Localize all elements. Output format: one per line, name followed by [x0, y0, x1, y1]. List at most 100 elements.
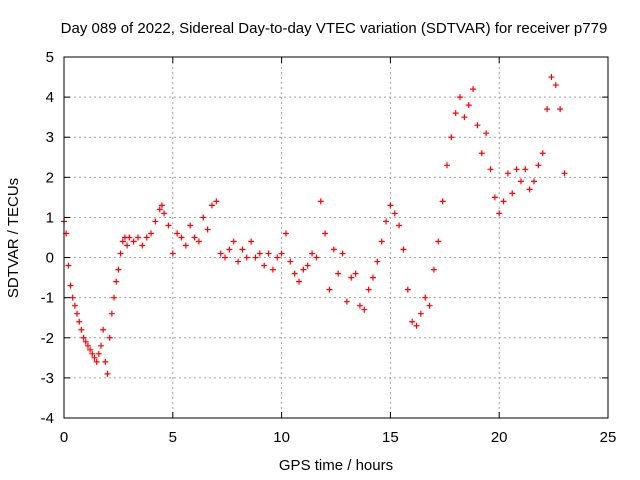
- data-point: [522, 166, 529, 173]
- data-point: [313, 254, 320, 261]
- data-point: [387, 202, 394, 209]
- data-point: [474, 122, 481, 129]
- data-point: [174, 230, 181, 237]
- x-tick-label: 20: [491, 429, 508, 446]
- data-point: [84, 342, 91, 349]
- data-point: [496, 210, 503, 217]
- data-point: [261, 262, 268, 269]
- data-point: [487, 166, 494, 173]
- data-point: [113, 278, 120, 285]
- data-point: [517, 178, 524, 185]
- data-point: [117, 250, 124, 257]
- data-point: [535, 162, 542, 169]
- data-point: [396, 222, 403, 229]
- y-tick-label: 3: [46, 129, 54, 146]
- chart-title: Day 089 of 2022, Sidereal Day-to-day VTE…: [61, 20, 608, 37]
- data-point: [322, 230, 329, 237]
- data-point: [443, 162, 450, 169]
- data-point: [531, 178, 538, 185]
- data-point: [76, 318, 83, 325]
- data-point: [200, 214, 207, 221]
- data-point: [274, 254, 281, 261]
- data-point: [71, 302, 78, 309]
- data-point: [256, 250, 263, 257]
- data-point: [89, 350, 96, 357]
- data-point: [430, 266, 437, 273]
- data-point: [417, 310, 424, 317]
- data-point: [539, 150, 546, 157]
- data-point: [504, 170, 511, 177]
- data-point: [239, 246, 246, 253]
- data-point: [195, 238, 202, 245]
- data-point: [404, 286, 411, 293]
- data-point: [106, 334, 113, 341]
- data-point: [483, 130, 490, 137]
- data-point: [317, 198, 324, 205]
- data-point: [165, 222, 172, 229]
- data-point: [361, 306, 368, 313]
- data-point: [269, 266, 276, 273]
- data-point: [158, 202, 165, 209]
- data-point: [509, 190, 516, 197]
- data-point: [78, 326, 85, 333]
- data-point: [356, 302, 363, 309]
- data-point: [365, 286, 372, 293]
- data-point: [548, 74, 555, 81]
- data-point: [74, 310, 81, 317]
- x-tick-label: 10: [273, 429, 290, 446]
- data-point: [335, 270, 342, 277]
- data-point: [213, 198, 220, 205]
- data-point: [300, 266, 307, 273]
- data-point: [80, 334, 87, 341]
- data-point: [461, 114, 468, 121]
- data-point: [187, 222, 194, 229]
- data-point: [126, 234, 133, 241]
- data-point: [452, 110, 459, 117]
- data-point: [204, 226, 211, 233]
- data-point: [544, 106, 551, 113]
- data-point: [296, 278, 303, 285]
- data-point: [526, 186, 533, 193]
- data-point: [156, 206, 163, 213]
- data-point: [500, 198, 507, 205]
- data-point: [339, 250, 346, 257]
- data-point: [400, 246, 407, 253]
- data-point: [82, 338, 89, 345]
- data-point: [152, 218, 159, 225]
- data-point: [448, 134, 455, 141]
- data-point: [161, 210, 168, 217]
- data-point: [265, 250, 272, 257]
- x-axis-ticks: 0 5 10 15 20 25: [60, 57, 616, 446]
- data-point: [208, 202, 215, 209]
- y-tick-label: -3: [41, 370, 54, 387]
- data-point: [513, 166, 520, 173]
- data-point: [97, 342, 104, 349]
- data-point: [222, 254, 229, 261]
- data-point: [217, 250, 224, 257]
- data-point: [287, 258, 294, 265]
- data-point: [374, 258, 381, 265]
- data-point: [139, 242, 146, 249]
- data-point: [87, 346, 94, 353]
- data-points: [61, 74, 568, 377]
- data-point: [100, 326, 107, 333]
- data-point: [409, 318, 416, 325]
- data-point: [383, 218, 390, 225]
- y-tick-label: -4: [41, 410, 54, 427]
- data-point: [304, 262, 311, 269]
- y-tick-label: 4: [46, 89, 54, 106]
- y-tick-label: 0: [46, 250, 54, 267]
- data-point: [291, 270, 298, 277]
- x-tick-label: 5: [169, 429, 177, 446]
- data-point: [491, 194, 498, 201]
- data-point: [426, 302, 433, 309]
- y-tick-label: 5: [46, 49, 54, 66]
- data-point: [65, 262, 72, 269]
- data-point: [134, 234, 141, 241]
- y-axis-ticks: -4 -3 -2 -1 0 1 2 3 4 5: [41, 49, 608, 427]
- data-point: [93, 358, 100, 365]
- data-point: [69, 294, 76, 301]
- data-point: [252, 254, 259, 261]
- data-point: [102, 358, 109, 365]
